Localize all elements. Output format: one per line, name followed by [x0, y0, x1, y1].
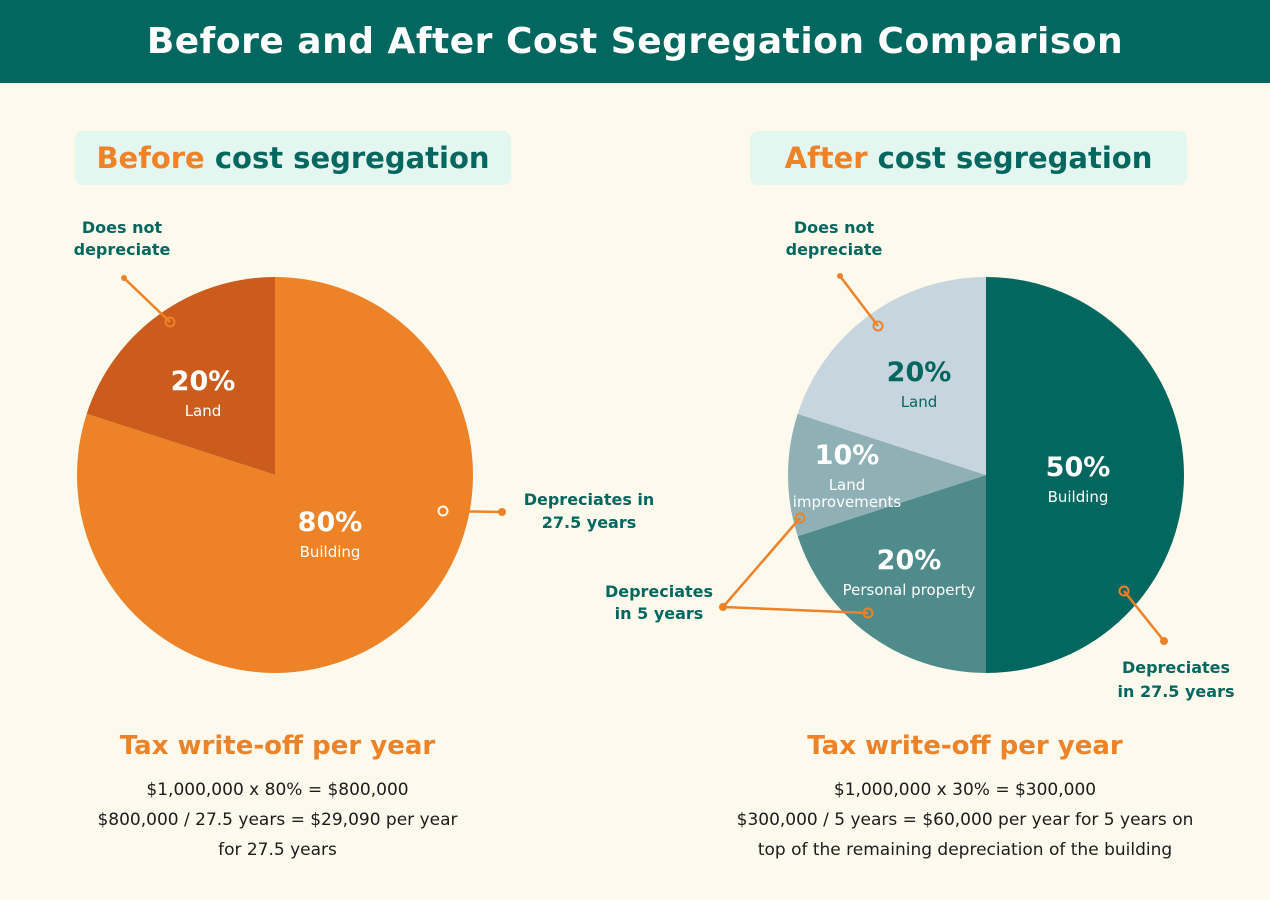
after-5yr-leader-ring-upper: [794, 512, 806, 524]
before-summary-line2: $800,000 / 27.5 years = $29,090 per year: [97, 810, 458, 830]
before-land-callout-line2: depreciate: [74, 240, 171, 259]
after-slice-land-percent: 20%: [887, 357, 952, 388]
after-summary-line2: $300,000 / 5 years = $60,000 per year fo…: [736, 810, 1194, 830]
before-land-leader-line: [123, 277, 171, 323]
before-land-callout-line1: Does not: [82, 218, 163, 237]
before-heading-accent: Before: [96, 141, 205, 175]
after-building-callout: Depreciates in 27.5 years: [1118, 585, 1235, 701]
before-building-leader-dot: [498, 508, 506, 516]
before-land-callout: Does not depreciate: [74, 218, 176, 328]
before-slice-land-percent: 20%: [171, 366, 236, 397]
before-slice-building-label: Building: [300, 543, 361, 561]
before-heading-rest: cost segregation: [214, 141, 490, 175]
before-land-leader-ring: [164, 316, 176, 328]
after-summary-line3: top of the remaining depreciation of the…: [757, 840, 1173, 860]
after-land-callout-line1: Does not: [794, 218, 875, 237]
after-slice-personal-property-label: Personal property: [843, 581, 976, 599]
after-5yr-leader-dot: [719, 603, 727, 611]
after-slice-building: [986, 277, 1184, 673]
before-heading: Before cost segregation: [75, 131, 511, 185]
before-building-leader-line: [442, 509, 503, 514]
after-5yr-callout-line1: Depreciates: [605, 582, 713, 601]
before-pie-chart: 20% Land 80% Building: [76, 277, 474, 673]
after-land-leader-line: [839, 275, 879, 327]
after-slice-land-improvements-label-2: improvements: [793, 493, 902, 511]
after-slice-land-label: Land: [901, 393, 938, 411]
page-title: Before and After Cost Segregation Compar…: [146, 21, 1124, 62]
before-building-leader-ring: [437, 505, 449, 517]
after-slice-land-improvements-label-1: Land: [829, 476, 866, 494]
before-summary-line3: for 27.5 years: [218, 840, 337, 860]
after-summary: Tax write-off per year $1,000,000 x 30% …: [700, 731, 1230, 865]
before-slice-land-label: Land: [185, 402, 222, 420]
after-summary-title: Tax write-off per year: [807, 731, 1123, 761]
after-heading: After cost segregation: [750, 131, 1187, 185]
after-slice-land-improvements-percent: 10%: [815, 440, 880, 471]
after-building-leader-dot: [1160, 637, 1168, 645]
before-building-callout: Depreciates in 27.5 years: [437, 490, 655, 532]
before-summary-line1: $1,000,000 x 80% = $800,000: [146, 780, 409, 800]
after-land-callout: Does not depreciate: [786, 218, 884, 332]
after-summary-line1: $1,000,000 x 30% = $300,000: [833, 780, 1097, 800]
after-building-leader-line: [1123, 590, 1165, 642]
after-building-leader-ring: [1118, 585, 1130, 597]
before-slice-building: [76, 277, 474, 673]
after-5yr-callout: Depreciates in 5 years: [605, 512, 874, 623]
after-slice-personal-property-percent: 20%: [877, 545, 942, 576]
after-slice-personal-property: [797, 475, 986, 673]
after-building-callout-line1: Depreciates: [1122, 658, 1230, 677]
after-land-leader-dot: [837, 273, 843, 279]
after-slice-building-label: Building: [1048, 488, 1109, 506]
after-slice-land-improvements: [787, 413, 986, 537]
before-slice-land: [86, 277, 275, 475]
header-banner: Before and After Cost Segregation Compar…: [0, 0, 1270, 83]
before-slice-building-percent: 80%: [298, 507, 363, 538]
after-slice-building-percent: 50%: [1046, 452, 1111, 483]
after-5yr-leader-line-lower: [722, 605, 869, 615]
after-land-leader-ring: [872, 320, 884, 332]
before-building-callout-line1: Depreciates in: [524, 490, 655, 509]
after-land-callout-line2: depreciate: [786, 240, 883, 259]
before-summary-title: Tax write-off per year: [119, 731, 436, 761]
after-slice-land: [797, 277, 986, 475]
after-heading-rest: cost segregation: [877, 141, 1153, 175]
after-5yr-leader-ring-lower: [862, 607, 874, 619]
after-5yr-leader-line-upper: [722, 517, 801, 608]
after-building-callout-line2: in 27.5 years: [1118, 682, 1235, 701]
before-summary: Tax write-off per year $1,000,000 x 80% …: [40, 731, 515, 865]
before-building-callout-line2: 27.5 years: [542, 513, 637, 532]
before-land-leader-dot: [121, 275, 127, 281]
after-heading-accent: After: [784, 141, 868, 175]
after-5yr-callout-line2: in 5 years: [615, 604, 704, 623]
